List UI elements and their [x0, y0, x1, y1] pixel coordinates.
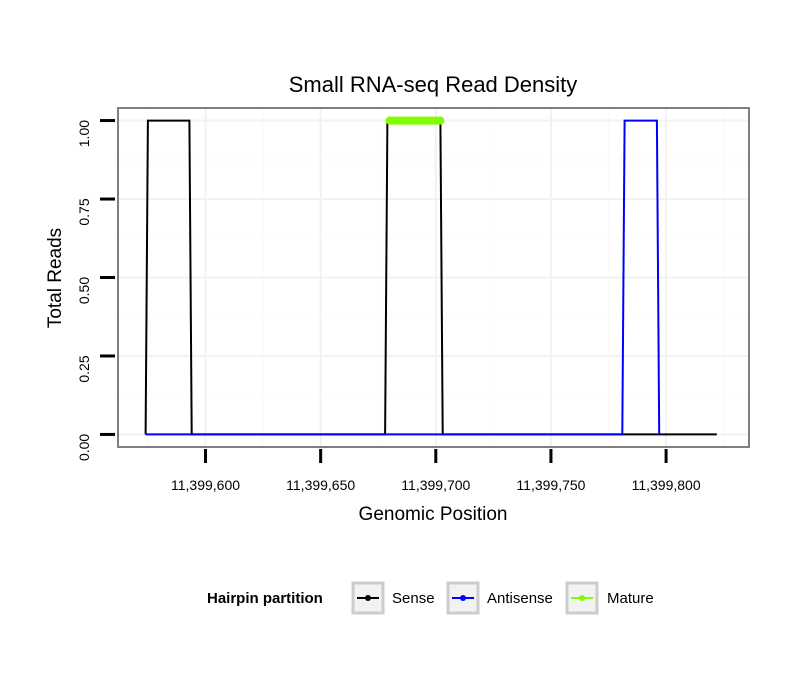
- series-layer: [144, 116, 717, 436]
- series-antisense-line: [145, 119, 661, 436]
- legend-title: Hairpin partition: [207, 590, 323, 607]
- y-tick-label: 0.50: [76, 277, 92, 304]
- x-tick-label: 11,399,600: [171, 477, 240, 493]
- y-tick-label: 0.00: [76, 434, 92, 461]
- series-mature-point: [436, 116, 445, 125]
- x-tick-label: 11,399,800: [632, 477, 701, 493]
- series-mature-point: [385, 116, 394, 125]
- legend-key-antisense-dot: [460, 595, 466, 601]
- y-tick-label: 0.25: [76, 355, 92, 382]
- x-tick-label: 11,399,700: [401, 477, 470, 493]
- plot-panel: [117, 107, 750, 448]
- legend: Hairpin partition Sense Antisense Mature: [207, 581, 654, 615]
- legend-label-sense: Sense: [392, 590, 435, 607]
- axes: 11,399,600 11,399,650 11,399,700 11,399,750…: [76, 119, 701, 493]
- legend-key-sense-dot: [365, 595, 371, 601]
- y-axis-title: Total Reads: [45, 228, 66, 328]
- legend-label-antisense: Antisense: [487, 590, 553, 607]
- x-tick-label: 11,399,750: [516, 477, 585, 493]
- y-tick-label: 1.00: [76, 120, 92, 147]
- x-axis-title: Genomic Position: [359, 504, 508, 525]
- legend-label-mature: Mature: [607, 590, 654, 607]
- x-tick-label: 11,399,650: [286, 477, 355, 493]
- grid: [118, 108, 749, 447]
- legend-key-mature-dot: [579, 595, 585, 601]
- y-tick-label: 0.75: [76, 198, 92, 225]
- chart-title: Small RNA-seq Read Density: [289, 72, 578, 97]
